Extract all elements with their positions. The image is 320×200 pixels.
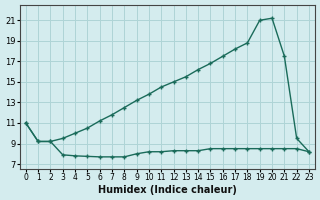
X-axis label: Humidex (Indice chaleur): Humidex (Indice chaleur) [98,185,237,195]
